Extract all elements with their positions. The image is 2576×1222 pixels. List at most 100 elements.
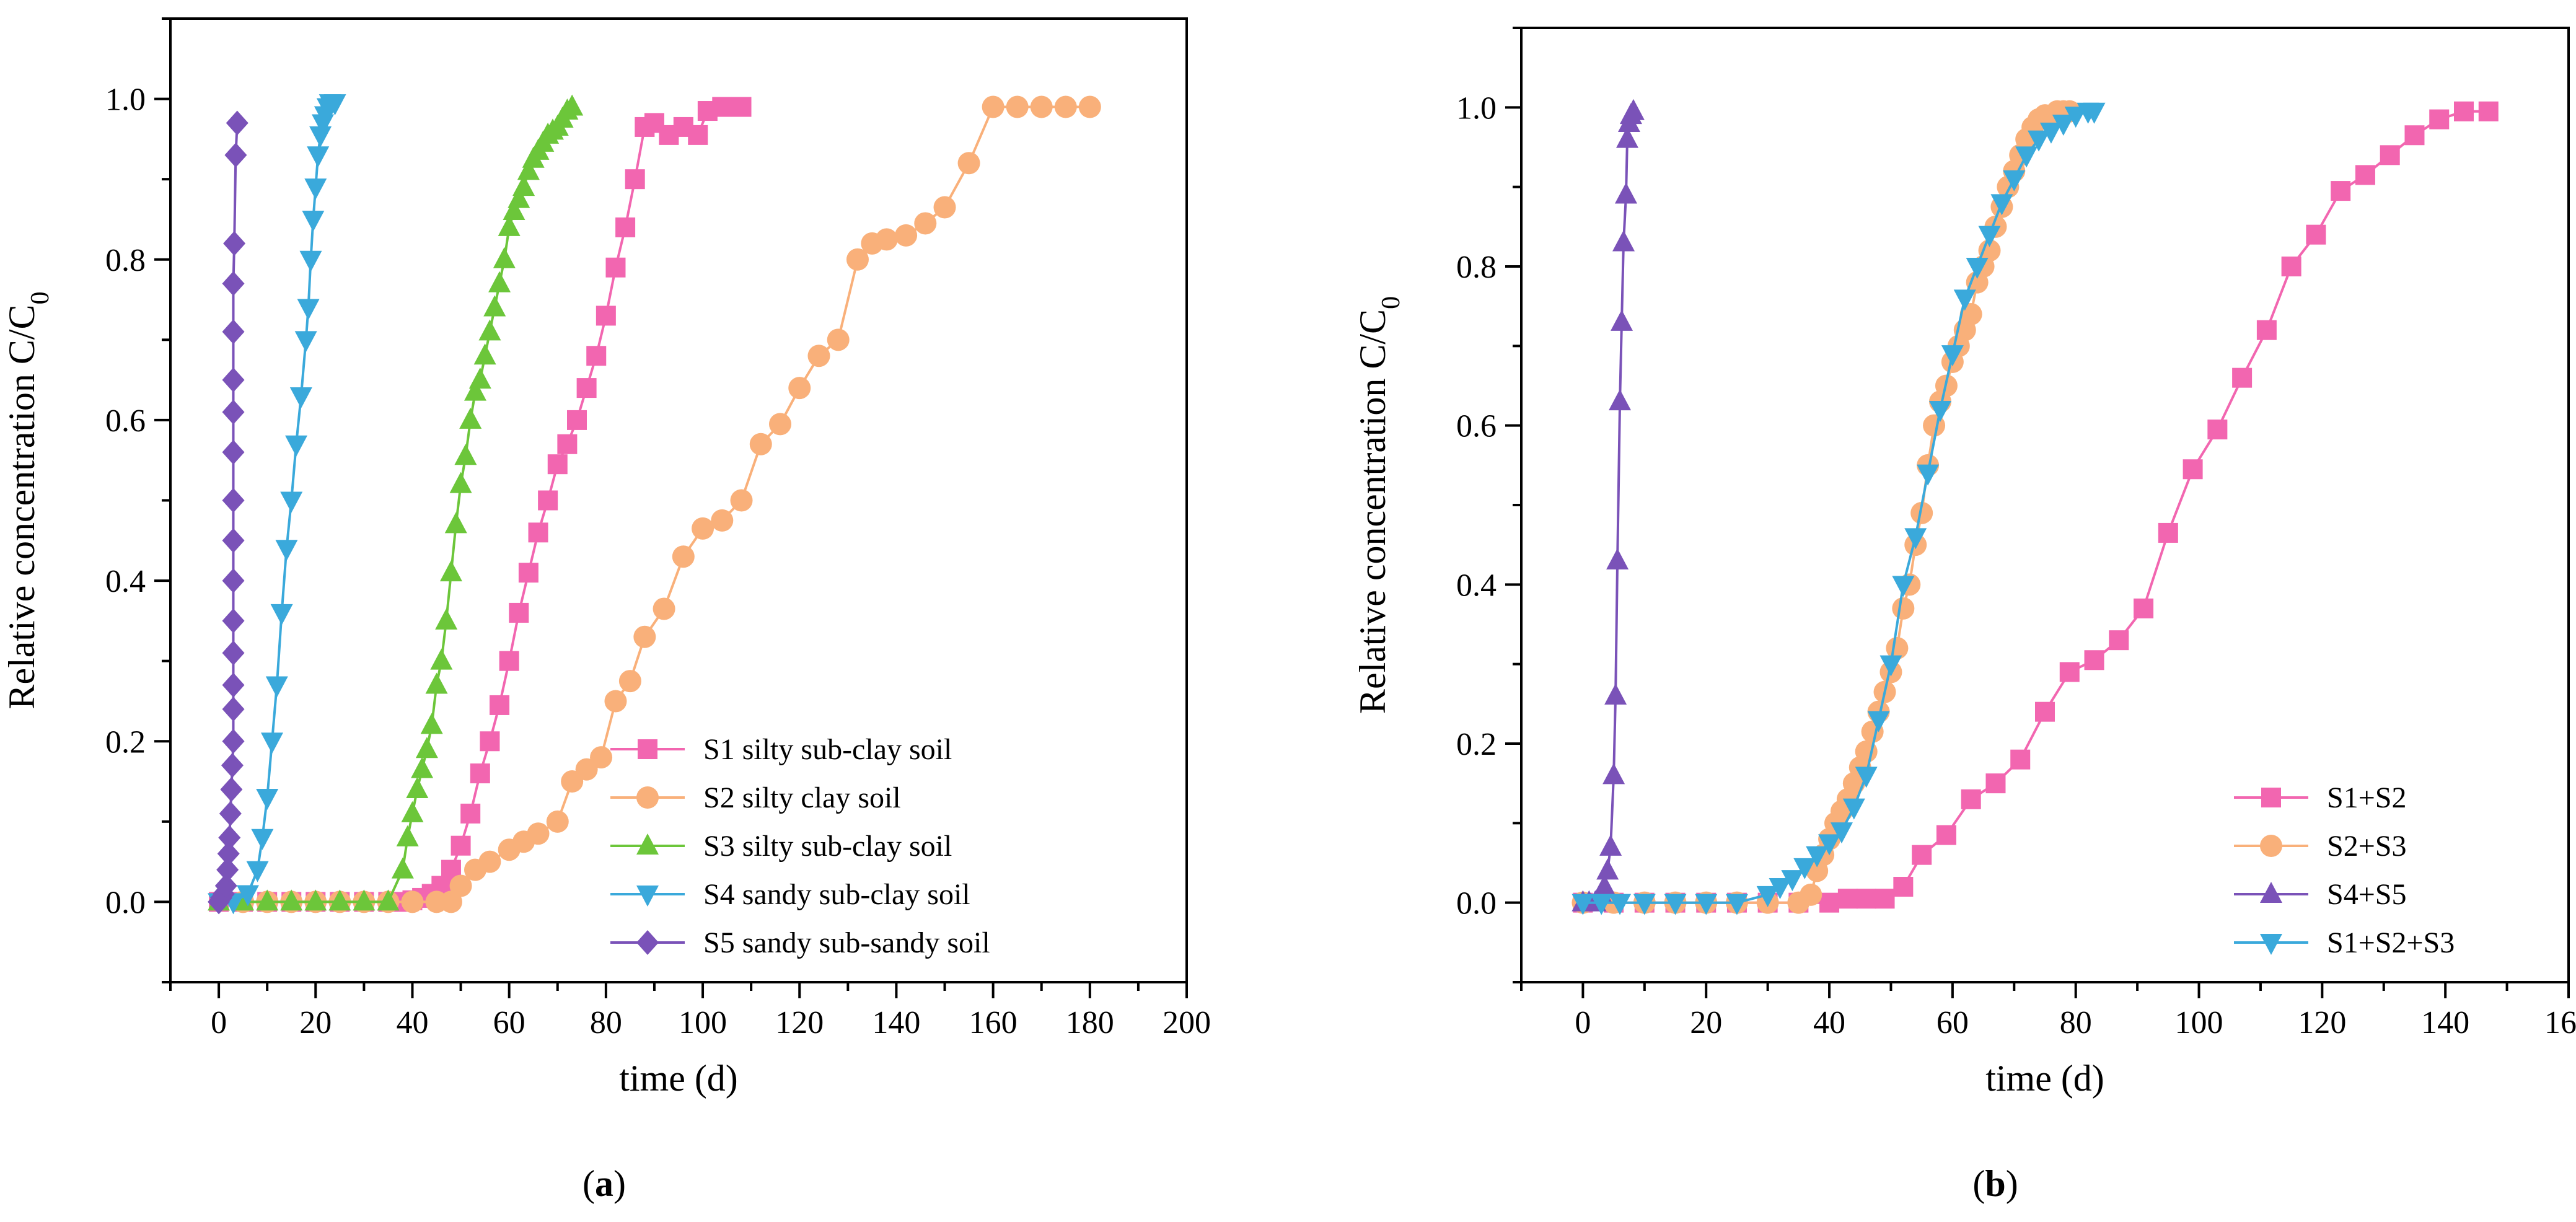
data-point-a-2 [590,746,613,769]
legend-label-b-4: S1+S2+S3 [2327,926,2455,959]
data-point-b-4 [1781,870,1804,892]
data-point-a-2 [982,95,1004,118]
data-point-a-2 [692,517,714,540]
data-point-b-3 [1593,874,1616,895]
data-point-b-2 [1978,239,2001,262]
legend-label-b-2: S2+S3 [2327,830,2406,863]
y-tick-label-b: 0.2 [1456,727,1497,762]
data-point-b-4 [1953,289,1976,311]
data-point-b-4 [1917,464,1940,486]
y-tick-label-a: 0.6 [105,403,146,439]
data-point-b-3 [1604,684,1627,705]
y-tick-label-a: 0.8 [105,243,146,278]
data-point-b-1 [2010,749,2031,770]
data-point-a-2 [1030,95,1053,118]
data-point-a-2 [1054,95,1077,118]
data-point-a-5 [222,568,245,594]
x-tick-label-b: 40 [1813,1005,1845,1040]
data-point-b-3 [1602,763,1625,785]
y-tick-label-b: 0.0 [1456,886,1497,921]
data-point-a-3 [256,889,279,911]
data-point-a-1 [596,306,616,326]
x-axis-title-a: time (d) [619,1058,738,1099]
x-tick-label-a: 20 [299,1005,332,1040]
legend-entry-b-1: S1+S2 [2234,781,2406,814]
data-point-a-5 [220,777,243,802]
data-point-a-5 [222,367,245,393]
x-tick-label-b: 0 [1575,1005,1591,1040]
legend-marker-b-2 [2260,835,2282,857]
data-point-a-5 [222,319,245,345]
legend-marker-b-3 [2260,882,2282,903]
chart-panel-a: 0 20 40 60 80 100 120 140 160 180 200 0.0 0.2 0.4 0.6 0… [1,17,1211,1204]
panel-label-a: (a) [582,1163,626,1204]
data-point-a-3 [396,825,419,846]
data-point-a-3 [425,672,448,694]
x-tick-label-a: 160 [969,1005,1018,1040]
plot-frame-b [1520,27,2570,983]
data-point-a-1 [518,563,538,583]
data-point-b-4 [1990,194,2013,216]
data-point-a-4 [256,788,279,810]
data-point-a-2 [875,228,898,251]
data-point-a-2 [730,489,753,512]
data-point-a-2 [914,212,937,235]
data-point-b-3 [1611,309,1633,331]
legend-entry-a-4: S4 sandy sub-clay soil [610,878,970,911]
data-point-b-3 [1599,834,1622,856]
data-point-b-4 [2083,102,2106,124]
legend-marker-a-4 [636,886,659,907]
data-point-a-1 [470,763,490,784]
x-tick-label-b: 160 [2544,1005,2576,1040]
data-point-b-4 [2003,170,2026,191]
data-point-b-4 [1966,258,1989,279]
data-point-a-2 [672,545,695,568]
data-point-b-4 [1633,894,1656,915]
data-point-a-5 [217,841,240,866]
legend-b: S1+S2 S2+S3 S4+S5 S1+S2+S3 [2234,781,2455,959]
data-point-a-3 [468,367,491,389]
data-point-a-3 [517,159,540,180]
legend-marker-a-3 [636,833,659,855]
data-point-a-3 [411,757,434,778]
data-point-a-4 [304,178,327,200]
data-point-b-2 [1800,883,1822,906]
series-b-3 [1572,99,1645,912]
data-point-a-3 [391,857,414,879]
data-point-a-5 [222,729,245,754]
legend-marker-a-2 [636,786,659,809]
x-tick-label-b: 100 [2175,1005,2223,1040]
x-tick-label-a: 200 [1163,1005,1211,1040]
data-point-a-4 [299,250,322,272]
data-point-a-4 [236,885,259,907]
data-point-a-2 [604,690,627,713]
data-point-a-1 [586,346,607,366]
data-point-a-3 [459,407,482,429]
data-point-a-3 [473,343,496,365]
data-point-a-3 [415,737,438,758]
data-point-a-3 [449,472,472,493]
data-point-b-4 [1941,345,1964,367]
x-tick-label-b: 120 [2298,1005,2346,1040]
legend-marker-b-1 [2261,788,2281,807]
data-point-b-1 [2355,165,2375,185]
data-point-b-2 [1910,501,1933,524]
y-tick-label-a: 0.0 [105,885,146,920]
data-point-b-1 [2158,522,2178,543]
data-point-a-2 [749,433,772,455]
series-line-a-2 [243,105,1090,903]
data-point-b-3 [1615,126,1638,148]
data-point-b-4 [2015,146,2038,168]
data-point-b-4 [1879,655,1902,677]
data-point-a-3 [304,889,327,911]
data-point-b-4 [2039,122,2062,144]
y-tick-label-a: 1.0 [105,82,146,118]
x-tick-label-a: 40 [396,1005,428,1040]
y-tick-label-b: 0.6 [1456,409,1497,444]
data-point-a-5 [222,608,245,633]
legend-label-b-3: S4+S5 [2327,878,2406,911]
x-tick-label-a: 60 [493,1005,525,1040]
data-point-a-3 [406,777,429,798]
data-point-b-4 [2064,107,2087,128]
